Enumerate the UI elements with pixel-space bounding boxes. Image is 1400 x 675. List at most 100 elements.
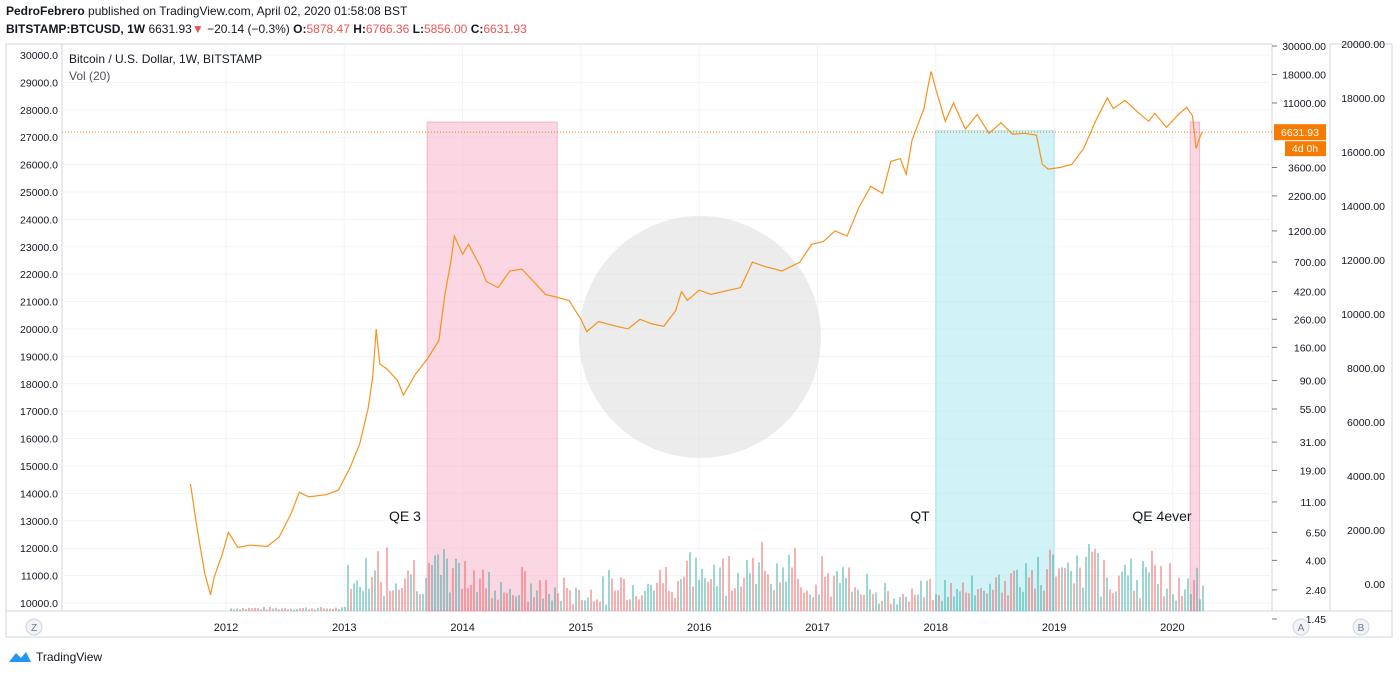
volume-bar xyxy=(677,580,679,611)
volume-bar xyxy=(953,596,955,611)
volume-bar xyxy=(1031,570,1033,611)
close-label: C: xyxy=(470,22,484,36)
volume-bar xyxy=(617,590,619,611)
volume-bar xyxy=(1013,570,1015,611)
volume-bar xyxy=(662,583,664,611)
volume-bar xyxy=(605,604,607,611)
volume-bar xyxy=(788,554,790,611)
last-price: 6631.93 xyxy=(148,22,192,36)
volume-bar xyxy=(767,574,769,611)
volume-bar xyxy=(485,588,487,611)
volume-bar xyxy=(1079,567,1081,611)
x-tick-label: 2018 xyxy=(924,622,948,634)
right-tick-label: 10000.00 xyxy=(1341,309,1385,321)
volume-bar xyxy=(698,579,700,611)
volume-bar xyxy=(404,578,406,611)
volume-bar xyxy=(248,607,250,611)
volume-bar xyxy=(725,595,727,611)
volume-bar xyxy=(275,607,277,611)
volume-bar xyxy=(983,590,985,611)
volume-bar xyxy=(344,607,346,611)
volume-bar xyxy=(824,577,826,611)
volume-bar xyxy=(296,609,298,611)
volume-bar xyxy=(1181,595,1183,611)
axis-button-label: B xyxy=(1358,623,1365,634)
axis-button-label: Z xyxy=(31,623,37,634)
volume-bar xyxy=(263,606,265,611)
log-tick-label: 160.00 xyxy=(1294,342,1326,354)
volume-bar xyxy=(992,589,994,611)
volume-bar xyxy=(1058,568,1060,611)
log-tick-label: 11.00 xyxy=(1301,497,1327,509)
open-value: 5878.47 xyxy=(306,22,350,36)
volume-bar xyxy=(707,581,709,611)
volume-bar xyxy=(704,578,706,611)
band-qt xyxy=(935,130,1055,612)
volume-bar xyxy=(743,578,745,611)
volume-bar xyxy=(377,551,379,611)
left-tick-label: 15000.0 xyxy=(20,461,58,473)
volume-bar xyxy=(293,609,295,611)
volume-bar xyxy=(1115,591,1117,611)
volume-bar xyxy=(1040,585,1042,611)
tradingview-logo-icon xyxy=(9,652,31,662)
volume-bar xyxy=(797,578,799,611)
volume-bar xyxy=(1016,569,1018,611)
published-text: published on TradingView.com, April 02, … xyxy=(88,4,408,18)
publish-info: PedroFebrero published on TradingView.co… xyxy=(6,4,407,18)
tradingview-footer[interactable]: TradingView xyxy=(8,650,102,664)
volume-bar xyxy=(680,579,682,611)
annotation-qe-3: QE 3 xyxy=(389,508,421,524)
volume-bar xyxy=(584,600,586,611)
volume-bar xyxy=(899,596,901,611)
volume-bar xyxy=(908,601,910,611)
volume-bar xyxy=(692,586,694,611)
left-tick-label: 19000.0 xyxy=(20,351,58,363)
volume-bar xyxy=(1145,567,1147,611)
volume-bar xyxy=(470,584,472,611)
volume-bar xyxy=(857,589,859,611)
volume-bar xyxy=(929,578,931,611)
volume-bar xyxy=(914,594,916,611)
volume-bar xyxy=(332,609,334,611)
volume-bar xyxy=(623,578,625,611)
volume-bar xyxy=(647,583,649,611)
volume-bar xyxy=(395,583,397,611)
price-chart[interactable]: 2012 2013 2014 2015 2016 2017 2018 2019 2020 3000… xyxy=(0,38,1400,640)
log-tick-label: 3600.00 xyxy=(1288,162,1326,174)
volume-bar xyxy=(311,608,313,611)
volume-bar xyxy=(962,582,964,611)
author-name[interactable]: PedroFebrero xyxy=(6,4,85,18)
log-tick-label: 30000.00 xyxy=(1282,41,1326,53)
volume-bar xyxy=(305,607,307,611)
volume-bar xyxy=(386,547,388,611)
volume-bar xyxy=(779,582,781,611)
volume-bar xyxy=(281,608,283,611)
volume-bar xyxy=(674,598,676,611)
countdown-tag xyxy=(1285,141,1326,157)
right-tick-label: 4000.00 xyxy=(1347,471,1385,483)
volume-bar xyxy=(938,595,940,611)
volume-bar xyxy=(791,567,793,611)
x-tick-label: 2020 xyxy=(1160,622,1184,634)
volume-bar xyxy=(830,596,832,611)
close-value: 6631.93 xyxy=(483,22,527,36)
volume-bar xyxy=(776,563,778,611)
band-qe-3 xyxy=(426,121,558,612)
log-tick-label: 6.50 xyxy=(1306,527,1327,539)
left-tick-label: 27000.0 xyxy=(20,132,58,144)
volume-bar xyxy=(785,581,787,611)
volume-bar xyxy=(401,587,403,611)
volume-bar xyxy=(872,594,874,611)
volume-bar xyxy=(380,582,382,611)
volume-bar xyxy=(695,557,697,611)
volume-bar xyxy=(353,583,355,611)
volume-bar xyxy=(335,607,337,611)
left-tick-label: 26000.0 xyxy=(20,160,58,172)
volume-bar xyxy=(980,588,982,611)
volume-bar xyxy=(542,598,544,611)
volume-bar xyxy=(599,601,601,611)
volume-bar xyxy=(710,578,712,611)
volume-bar xyxy=(413,560,415,611)
log-tick-label: 2200.00 xyxy=(1288,191,1326,203)
